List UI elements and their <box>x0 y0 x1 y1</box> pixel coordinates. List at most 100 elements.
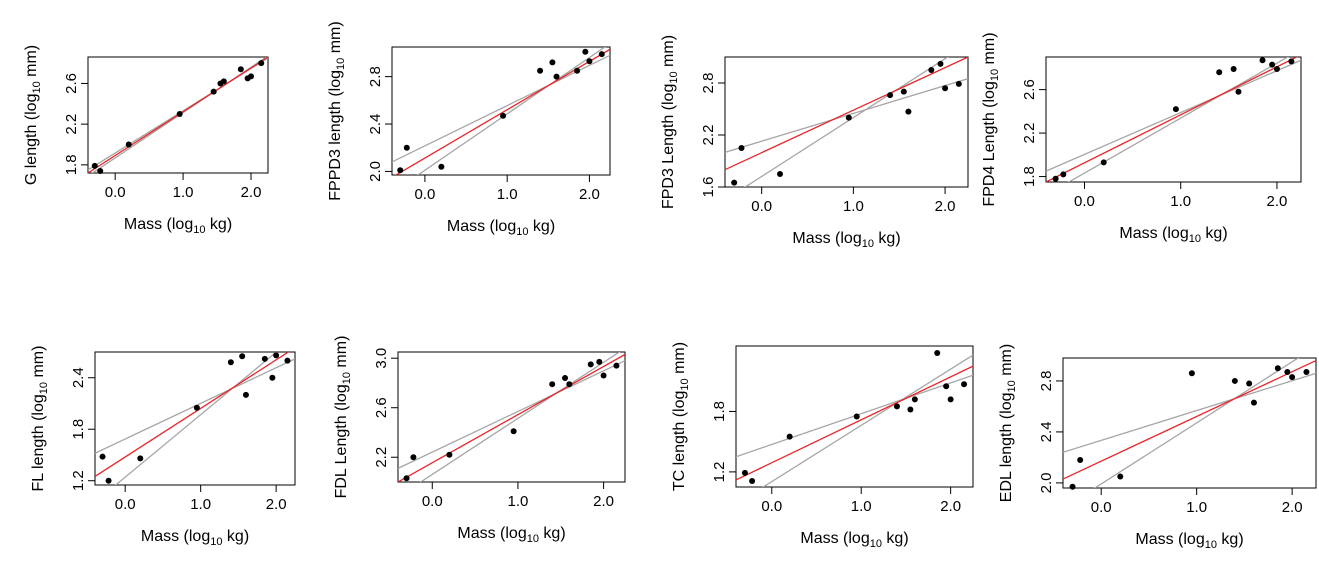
data-point <box>1235 88 1242 95</box>
data-point <box>220 78 227 85</box>
y-tick-label: 2.6 <box>63 73 80 94</box>
data-point <box>227 359 234 366</box>
regression-fit-line <box>1046 57 1299 182</box>
y-tick-label: 1.2 <box>711 461 728 482</box>
data-point <box>934 350 941 357</box>
data-point <box>403 475 410 482</box>
x-axis-title: Mass (log10 kg) <box>141 528 249 548</box>
y-tick-label: 1.8 <box>63 154 80 175</box>
data-point <box>237 66 244 73</box>
data-point <box>1100 159 1107 166</box>
data-point <box>598 51 605 58</box>
x-tick-label: 0.0 <box>105 184 126 201</box>
data-point <box>955 80 962 87</box>
regression-lines <box>725 57 968 187</box>
plot-frame <box>1062 357 1317 489</box>
y-tick-label: 1.2 <box>70 470 87 491</box>
x-tick-label: 1.0 <box>190 496 211 513</box>
x-tick-label: 2.0 <box>593 493 614 510</box>
x-axis-title: Mass (log10 kg) <box>1135 531 1243 551</box>
x-tick-label: 0.0 <box>761 498 782 515</box>
data-point <box>741 469 748 476</box>
data-point <box>937 60 944 67</box>
x-tick-label: 2.0 <box>940 498 961 515</box>
data-point <box>261 355 268 362</box>
data-point <box>97 167 104 174</box>
y-tick-label: 2.2 <box>373 447 390 468</box>
data-point <box>500 112 507 119</box>
regression-fit-line <box>1063 359 1316 480</box>
data-point <box>1269 61 1276 68</box>
y-tick-label: 2.2 <box>1021 123 1038 144</box>
data-point <box>269 374 276 381</box>
data-point <box>786 433 793 440</box>
data-point <box>239 353 246 360</box>
confidence-band-lower <box>1067 57 1289 182</box>
x-tick-label: 0.0 <box>751 198 772 215</box>
x-axis-title: Mass (log10 kg) <box>447 218 555 238</box>
regression-fit-line <box>398 353 625 482</box>
data-point <box>942 85 949 92</box>
data-point <box>91 162 98 169</box>
data-point <box>1284 369 1291 376</box>
regression-lines <box>1046 57 1301 182</box>
chart-panel-3: 0.0 1.0 2.0 1.6 2.2 2.8 Mass (log10 kg) FPD3 Le… <box>660 35 969 250</box>
data-point <box>731 179 738 186</box>
chart-panel-4: 0.0 1.0 2.0 1.8 2.2 2.6 Mass (log10 kg) FPD4 Le… <box>981 32 1302 245</box>
data-point <box>928 67 935 73</box>
data-point <box>893 403 900 410</box>
data-point <box>1246 380 1253 387</box>
data-point <box>905 108 912 115</box>
data-point <box>403 144 410 151</box>
data-point <box>446 451 453 458</box>
confidence-band-upper <box>392 54 610 163</box>
y-tick-label: 2.2 <box>63 114 80 135</box>
data-point <box>176 110 183 117</box>
regression-fit-line <box>394 48 610 175</box>
y-tick-label: 2.4 <box>70 367 87 388</box>
data-point <box>947 396 954 403</box>
y-tick-label: 1.6 <box>700 177 717 198</box>
y-tick-label: 2.0 <box>1038 472 1055 493</box>
data-point <box>1259 57 1266 64</box>
y-axis-title: FPD4 Length (log10 mm) <box>981 32 1001 206</box>
y-tick-label: 2.0 <box>367 161 384 182</box>
y-tick-label: 2.4 <box>1038 421 1055 442</box>
plot-frame <box>391 46 611 176</box>
data-point <box>749 477 756 484</box>
y-tick-label: 2.8 <box>700 73 717 94</box>
x-tick-label: 0.0 <box>1091 499 1112 516</box>
data-point <box>900 88 907 95</box>
data-point <box>273 352 280 359</box>
x-axis-title: Mass (log10 kg) <box>124 216 232 236</box>
x-tick-label: 1.0 <box>1186 499 1207 516</box>
data-point <box>1117 473 1124 480</box>
data-point <box>596 358 603 365</box>
plot-frame <box>397 351 626 483</box>
data-point <box>600 372 607 379</box>
x-tick-label: 0.0 <box>414 186 435 203</box>
x-tick-label: 2.0 <box>579 186 600 203</box>
y-tick-label: 2.6 <box>1021 79 1038 100</box>
x-tick-label: 1.0 <box>851 498 872 515</box>
regression-fit-line <box>725 57 968 171</box>
data-point <box>738 145 745 151</box>
regression-fit-line <box>95 352 290 477</box>
chart-panel-2: 0.0 1.0 2.0 2.0 2.4 2.8 Mass (log10 kg) FPPD3 l… <box>327 21 611 238</box>
data-point <box>537 67 544 74</box>
plot-frame <box>87 56 269 174</box>
data-point <box>137 455 144 462</box>
plot-frame <box>735 345 974 488</box>
data-point <box>1172 106 1179 113</box>
data-point <box>911 396 918 403</box>
x-tick-label: 0.0 <box>115 496 136 513</box>
y-tick-label: 2.2 <box>700 125 717 146</box>
chart-panel-6: 0.0 1.0 2.0 2.2 2.6 3.0 Mass (log10 kg) FDL Len… <box>333 336 626 545</box>
regression-lines <box>1063 358 1316 488</box>
y-tick-label: 3.0 <box>373 348 390 369</box>
x-axis-title: Mass (log10 kg) <box>1119 225 1227 245</box>
y-axis-title: FPD3 Length (log10 mm) <box>660 35 680 209</box>
x-tick-label: 0.0 <box>422 493 443 510</box>
data-point <box>1216 69 1223 76</box>
confidence-band-lower <box>762 354 973 487</box>
